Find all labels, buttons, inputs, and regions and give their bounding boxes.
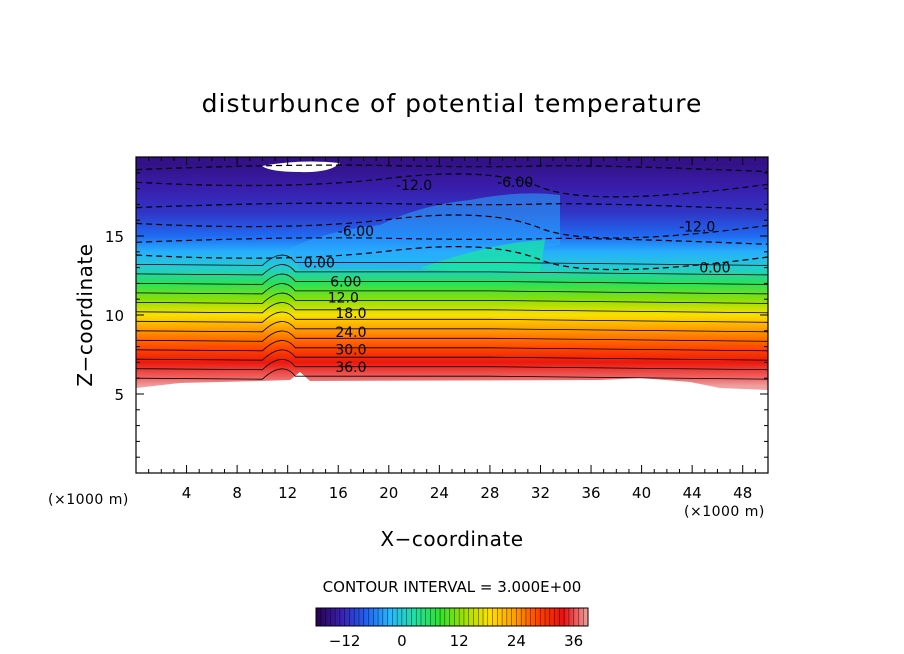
colorbar-tick-label: 24 xyxy=(507,632,526,650)
contour-line-positive xyxy=(136,283,768,295)
y-axis-label: Z−coordinate xyxy=(73,243,97,386)
colorbar-tick-label: −12 xyxy=(329,632,361,650)
contour-line-positive xyxy=(136,302,768,314)
x-tick-label: 32 xyxy=(531,484,550,502)
x-tick-label: 24 xyxy=(430,484,449,502)
colorbar xyxy=(315,607,589,627)
x-tick-label: 28 xyxy=(480,484,499,502)
contour-label: 12.0 xyxy=(328,290,359,306)
chart-title: disturbunce of potential temperature xyxy=(202,89,703,118)
contour-label: -6.00 xyxy=(338,224,374,240)
colorbar-tick-label: 36 xyxy=(564,632,583,650)
contour-line-positive xyxy=(136,330,768,342)
y-tick-label: 15 xyxy=(105,228,124,246)
ground-mask xyxy=(136,372,768,473)
colorbar-tick-label: 12 xyxy=(450,632,469,650)
contour-label: -12.0 xyxy=(679,219,715,235)
contour-label: 0.00 xyxy=(699,260,730,276)
x-tick-label: 20 xyxy=(379,484,398,502)
contour-label: 6.00 xyxy=(330,275,361,291)
contour-line-positive xyxy=(136,273,768,285)
x-axis-ticks: 4 8 12 16 20 24 28 32 36 40 44 48 xyxy=(148,157,756,502)
contour-label: 30.0 xyxy=(335,343,366,359)
contour-line-positive xyxy=(136,254,768,266)
contour-label: -6.00 xyxy=(497,175,533,191)
contour-label: 0.00 xyxy=(304,256,335,272)
x-tick-label: 16 xyxy=(329,484,348,502)
x-left-unit-label: (×1000 m) xyxy=(48,492,129,508)
contour-line-negative xyxy=(136,246,768,271)
contour-line-positive xyxy=(136,349,768,361)
x-tick-label: 12 xyxy=(278,484,297,502)
x-tick-label: 40 xyxy=(632,484,651,502)
contour-label: 18.0 xyxy=(335,306,366,322)
contour-line-positive xyxy=(136,340,768,352)
top-white-patch xyxy=(262,161,340,173)
contour-line-negative xyxy=(136,173,768,198)
y-tick-label: 5 xyxy=(114,386,124,404)
x-right-unit-label: (×1000 m) xyxy=(684,504,765,520)
x-tick-label: 4 xyxy=(182,484,192,502)
colorbar-tick-label: 0 xyxy=(397,632,407,650)
contour-label: -12.0 xyxy=(396,178,432,194)
contour-line-positive xyxy=(136,264,768,276)
x-tick-label: 44 xyxy=(683,484,702,502)
contour-line-positive xyxy=(136,359,768,371)
green-tongue xyxy=(420,240,545,272)
contour-line-positive xyxy=(136,368,768,380)
contour-interval-text: CONTOUR INTERVAL = 3.000E+00 xyxy=(323,578,582,596)
contour-lines xyxy=(136,164,768,380)
x-tick-label: 48 xyxy=(733,484,752,502)
contour-line-negative xyxy=(136,237,768,245)
colorbar-ticks: −12 0 12 24 36 xyxy=(315,608,589,650)
contour-line-negative xyxy=(136,214,768,239)
contour-line-negative xyxy=(136,202,768,211)
contour-label: 36.0 xyxy=(335,360,366,376)
x-tick-label: 36 xyxy=(581,484,600,502)
contour-label: 24.0 xyxy=(335,325,366,341)
y-axis-ticks: 5 10 15 xyxy=(105,172,768,458)
y-tick-label: 10 xyxy=(105,307,124,325)
x-tick-label: 8 xyxy=(232,484,242,502)
x-axis-label: X−coordinate xyxy=(380,527,523,551)
contour-line-positive xyxy=(136,292,768,304)
contour-line-positive xyxy=(136,321,768,333)
contour-line-positive xyxy=(136,311,768,323)
contour-line-negative xyxy=(136,164,768,173)
